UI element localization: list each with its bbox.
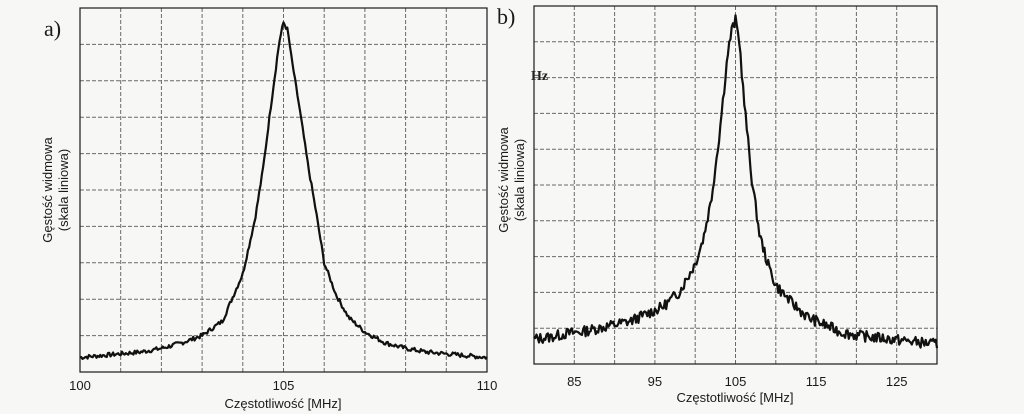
panel-a-spectrum-line xyxy=(79,21,488,360)
panel-a-y-axis-title-line1: Gęstość widmowa xyxy=(40,136,55,242)
panel-a-x-ticks: 100 105 110 xyxy=(69,378,497,393)
panel-b-grid xyxy=(534,6,937,364)
x-tick-label: 100 xyxy=(69,378,91,393)
panel-b-spectrum-line xyxy=(533,14,939,349)
panel-a-plot-frame xyxy=(79,7,488,373)
x-tick-label: 115 xyxy=(806,374,827,389)
panel-a-y-axis-title: Gęstość widmowa (skala liniowa) xyxy=(40,136,71,242)
panel-a-grid xyxy=(80,8,487,372)
panel-b: b) Hz 85 95 105 115 125 Częstotliwość [MHz] … xyxy=(496,4,939,405)
x-tick-label: 85 xyxy=(567,374,581,389)
panel-b-x-ticks: 85 95 105 115 125 xyxy=(567,374,907,389)
panel-b-stray-text: Hz xyxy=(531,69,548,84)
panel-a: a) 100 105 110 Częstotliwość [MHz] Gęstość… xyxy=(40,7,497,411)
x-tick-label: 125 xyxy=(886,374,908,389)
panel-a-x-axis-title: Częstotliwość [MHz] xyxy=(224,396,341,411)
panel-b-y-axis-title: Gęstość widmowa (skala liniowa) xyxy=(496,126,527,232)
panel-b-y-axis-title-line2: (skala liniowa) xyxy=(512,139,527,221)
panel-a-label: a) xyxy=(44,16,61,41)
panel-a-y-axis-title-line2: (skala liniowa) xyxy=(56,149,71,231)
x-tick-label: 95 xyxy=(648,374,662,389)
panel-b-x-axis-title: Częstotliwość [MHz] xyxy=(676,390,793,405)
panel-b-y-axis-title-line1: Gęstość widmowa xyxy=(496,126,511,232)
x-tick-label: 105 xyxy=(725,374,747,389)
panel-b-plot-frame xyxy=(533,5,938,365)
x-tick-label: 110 xyxy=(477,378,498,393)
x-tick-label: 105 xyxy=(273,378,295,393)
panel-b-label: b) xyxy=(497,4,515,29)
